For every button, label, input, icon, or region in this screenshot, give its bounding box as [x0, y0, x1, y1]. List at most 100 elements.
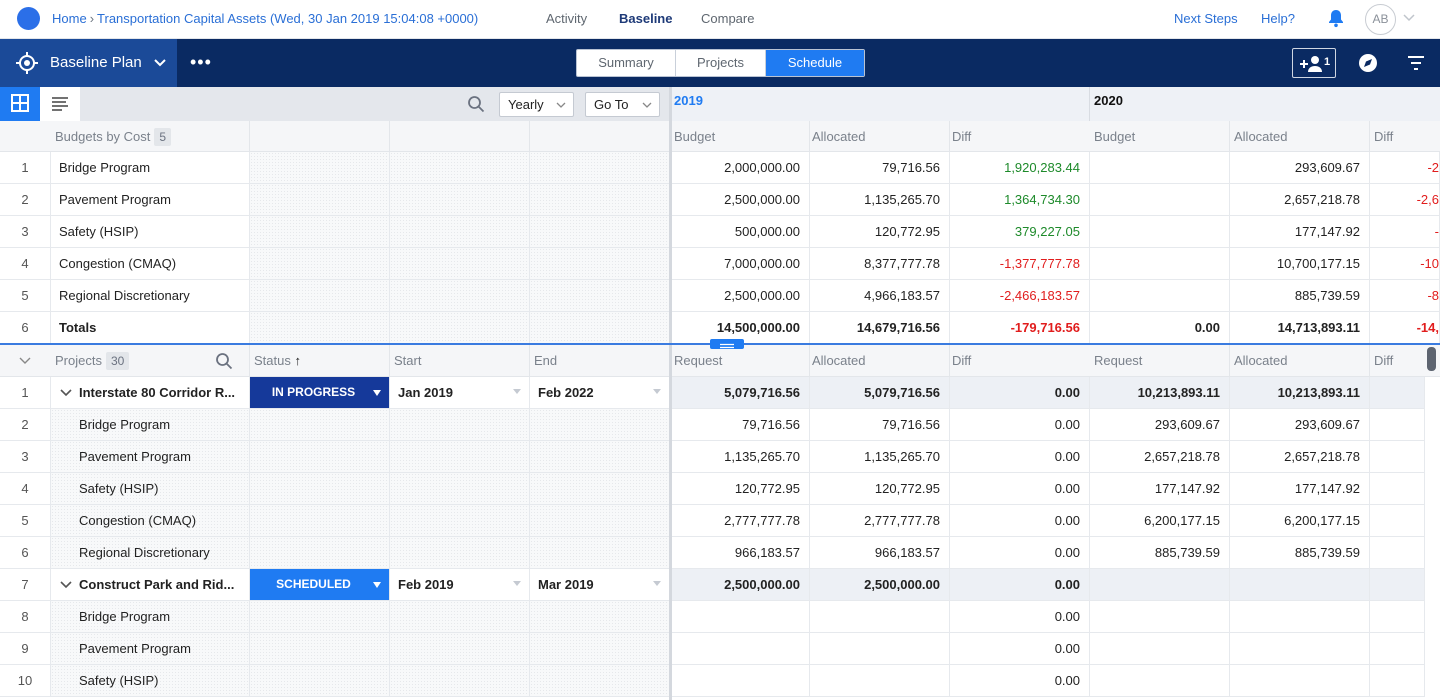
- breadcrumb-project[interactable]: Transportation Capital Assets (Wed, 30 J…: [97, 11, 479, 26]
- plan-selector[interactable]: Baseline Plan: [0, 39, 177, 87]
- start-date-cell[interactable]: Jan 2019: [390, 377, 530, 409]
- tab-schedule[interactable]: Schedule: [766, 50, 864, 76]
- empty-cell: [250, 184, 390, 216]
- search-icon[interactable]: [215, 352, 233, 370]
- allocated-2020-value: 2,657,218.78: [1230, 441, 1370, 473]
- start-date-cell[interactable]: Feb 2019: [390, 569, 530, 601]
- project-name-text: Safety (HSIP): [79, 673, 159, 688]
- bell-icon[interactable]: [1326, 8, 1346, 28]
- breadcrumb-home[interactable]: Home: [52, 11, 87, 26]
- row-number: 4: [0, 473, 51, 505]
- drag-handle-icon: [720, 343, 734, 349]
- request-2019-value: 2,500,000.00: [672, 569, 810, 601]
- search-icon[interactable]: [467, 95, 485, 113]
- col-header-allocated-2019: Allocated: [812, 129, 866, 144]
- allocated-2020-value: 885,739.59: [1230, 280, 1370, 312]
- target-icon: [16, 52, 38, 74]
- col-header-status[interactable]: Status ↑: [254, 345, 301, 376]
- chevron-down-icon[interactable]: [60, 581, 72, 589]
- allocated-2020-value: 177,147.92: [1230, 216, 1370, 248]
- request-2019-value: 5,079,716.56: [672, 377, 810, 409]
- help-link[interactable]: Help?: [1261, 11, 1295, 26]
- more-menu-icon[interactable]: •••: [190, 52, 212, 72]
- project-name-text: Bridge Program: [79, 609, 171, 624]
- filter-icon[interactable]: [1394, 48, 1438, 78]
- compass-icon[interactable]: [1346, 48, 1390, 78]
- grid-view-button[interactable]: [0, 87, 40, 121]
- chevron-down-icon[interactable]: [60, 389, 72, 397]
- allocated-2019-value: 2,500,000.00: [810, 569, 950, 601]
- period-select-value: Yearly: [508, 97, 544, 112]
- diff-2020-value: -10: [1370, 248, 1440, 280]
- end-date-cell: [530, 409, 670, 441]
- splitter-handle[interactable]: [710, 339, 744, 349]
- nav-compare[interactable]: Compare: [701, 11, 755, 26]
- pane-divider[interactable]: [669, 87, 672, 700]
- empty-cell: [390, 152, 530, 184]
- diff-2020-value: [1370, 505, 1425, 537]
- status-badge[interactable]: IN PROGRESS: [250, 377, 389, 408]
- allocated-2020-value: 10,213,893.11: [1230, 377, 1370, 409]
- row-number: 5: [0, 505, 51, 537]
- next-steps-link[interactable]: Next Steps: [1174, 11, 1238, 26]
- year-2019-label: 2019: [674, 93, 703, 108]
- end-date-cell: [530, 537, 670, 569]
- status-cell: [250, 473, 390, 505]
- nav-baseline[interactable]: Baseline: [619, 11, 673, 26]
- top-bar: Home › Transportation Capital Assets (Wed,…: [0, 0, 1440, 39]
- project-name[interactable]: Construct Park and Rid...: [51, 569, 250, 601]
- status-badge[interactable]: SCHEDULED: [250, 569, 389, 600]
- col-header-start[interactable]: Start: [394, 353, 422, 368]
- budget-2019-value: 500,000.00: [672, 216, 810, 248]
- tab-summary[interactable]: Summary: [577, 50, 676, 76]
- list-view-button[interactable]: [40, 87, 80, 121]
- allocated-2019-value: 79,716.56: [810, 409, 950, 441]
- budget-2019-value: 2,500,000.00: [672, 184, 810, 216]
- status-cell[interactable]: IN PROGRESS: [250, 377, 390, 409]
- budget-name: Safety (HSIP): [51, 216, 250, 248]
- app-logo[interactable]: [17, 7, 40, 30]
- vertical-scrollbar[interactable]: [1427, 347, 1436, 371]
- chevron-down-icon: [556, 102, 566, 108]
- status-cell[interactable]: SCHEDULED: [250, 569, 390, 601]
- diff-2019-value: -2,466,183.57: [950, 280, 1090, 312]
- row-number: 6: [0, 537, 51, 569]
- status-cell: [250, 409, 390, 441]
- status-badge-label: IN PROGRESS: [271, 385, 356, 399]
- add-user-button[interactable]: 1: [1292, 48, 1336, 78]
- period-select[interactable]: Yearly: [499, 92, 574, 117]
- tab-projects[interactable]: Projects: [676, 50, 766, 76]
- view-tabs: Summary Projects Schedule: [576, 49, 865, 77]
- request-2020-value: 885,739.59: [1090, 537, 1230, 569]
- row-number: 6: [0, 312, 51, 344]
- collapse-all-icon[interactable]: [19, 357, 31, 365]
- row-number: 5: [0, 280, 51, 312]
- status-badge-label: SCHEDULED: [276, 577, 351, 591]
- start-date-cell: [390, 665, 530, 697]
- diff-2020-value: [1370, 537, 1425, 569]
- nav-activity[interactable]: Activity: [546, 11, 588, 26]
- goto-select[interactable]: Go To: [585, 92, 660, 117]
- row-number: 2: [0, 184, 51, 216]
- empty-cell: [530, 280, 670, 312]
- allocated-2019-value: 120,772.95: [810, 216, 950, 248]
- end-date-cell: [530, 633, 670, 665]
- diff-2020-value: [1370, 601, 1425, 633]
- start-date-cell: [390, 537, 530, 569]
- end-date-cell[interactable]: Mar 2019: [530, 569, 670, 601]
- diff-2019-value: 379,227.05: [950, 216, 1090, 248]
- allocated-2020-value: [1230, 665, 1370, 697]
- avatar[interactable]: AB: [1365, 4, 1396, 35]
- caret-down-icon: [653, 389, 661, 394]
- col-header-end[interactable]: End: [534, 353, 558, 368]
- budget-2020-value: [1090, 216, 1230, 248]
- chevron-down-icon[interactable]: [1403, 14, 1415, 22]
- header-gridline: [389, 345, 390, 377]
- plan-label: Baseline Plan: [50, 54, 142, 71]
- project-name[interactable]: Interstate 80 Corridor R...: [51, 377, 250, 409]
- budget-2020-value: [1090, 280, 1230, 312]
- breadcrumb-separator: ›: [89, 11, 95, 26]
- list-icon: [52, 97, 68, 111]
- end-date-cell[interactable]: Feb 2022: [530, 377, 670, 409]
- allocated-2020-value: [1230, 633, 1370, 665]
